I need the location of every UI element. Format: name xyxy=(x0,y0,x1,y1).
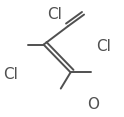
Text: Cl: Cl xyxy=(47,7,62,22)
Text: Cl: Cl xyxy=(3,67,18,82)
Text: O: O xyxy=(87,97,99,112)
Text: Cl: Cl xyxy=(96,39,111,54)
